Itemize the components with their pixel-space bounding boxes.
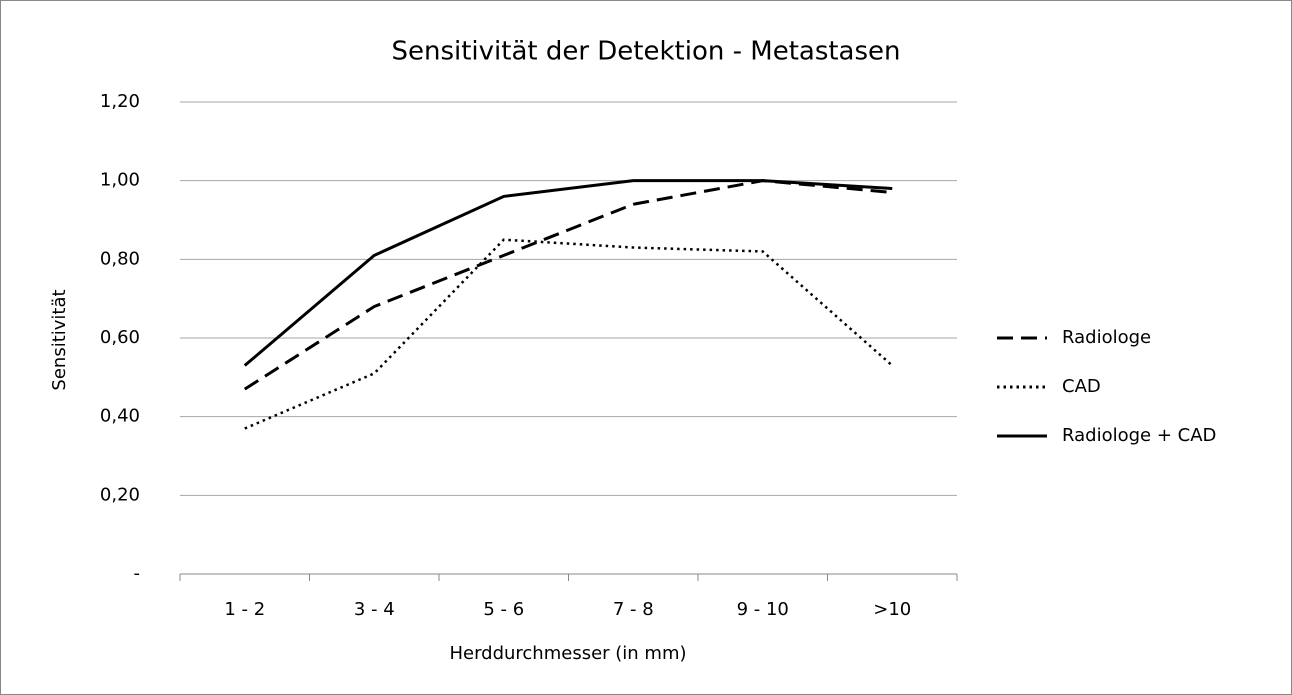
y-tick-label: 0,40 [100, 406, 140, 427]
legend-label: Radiologe [1062, 327, 1151, 348]
x-tick-label: 3 - 4 [354, 599, 395, 620]
chart-title: Sensitivität der Detektion - Metastasen [391, 37, 900, 67]
legend-label: CAD [1062, 376, 1101, 397]
y-tick-label: 1,00 [100, 170, 140, 191]
y-tick-label: 0,80 [100, 248, 140, 269]
y-tick-label: 0,60 [100, 327, 140, 348]
x-axis-label: Herddurchmesser (in mm) [449, 643, 686, 664]
x-tick-label: 1 - 2 [224, 599, 265, 620]
x-tick-label: 9 - 10 [737, 599, 789, 620]
y-tick-label: 1,20 [100, 91, 140, 112]
x-tick-label: >10 [873, 599, 911, 620]
series-line [243, 179, 893, 367]
x-tick-label: 5 - 6 [483, 599, 524, 620]
x-tick-label: 7 - 8 [613, 599, 654, 620]
series-line [244, 238, 894, 430]
y-tick-label: - [134, 563, 141, 584]
y-axis-label: Sensitivität [49, 289, 70, 390]
y-tick-label: 0,20 [100, 484, 140, 505]
legend-label: Radiologe + CAD [1062, 425, 1216, 446]
